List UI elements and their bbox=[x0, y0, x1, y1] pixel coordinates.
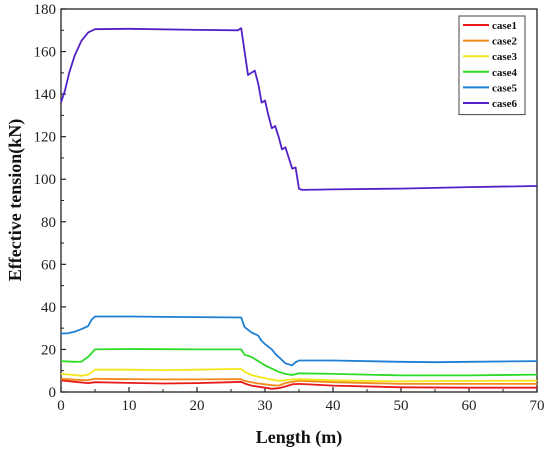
y-tick-label: 100 bbox=[34, 172, 57, 188]
legend-label-case2: case2 bbox=[492, 36, 518, 48]
x-tick-label: 70 bbox=[530, 398, 545, 414]
x-tick-label: 30 bbox=[258, 398, 273, 414]
series-line-case2 bbox=[60, 377, 537, 387]
y-tick-label: 0 bbox=[49, 385, 57, 401]
x-tick-label: 20 bbox=[190, 398, 205, 414]
series-line-case3 bbox=[60, 368, 538, 383]
y-tick-label: 120 bbox=[34, 130, 57, 146]
legend-label-case5: case5 bbox=[492, 82, 518, 94]
legend-box bbox=[458, 15, 526, 116]
series-line-case1 bbox=[60, 379, 537, 390]
y-tick-label: 40 bbox=[41, 300, 56, 316]
y-tick-label: 140 bbox=[34, 87, 57, 103]
legend: case1 case2 case3 case4 case5 case6 bbox=[458, 15, 526, 116]
x-axis-title: Length (m) bbox=[256, 427, 343, 448]
legend-label-case1: case1 bbox=[492, 20, 517, 32]
y-tick-label: 20 bbox=[41, 342, 56, 358]
y-tick-label: 160 bbox=[34, 45, 57, 61]
legend-label-case3: case3 bbox=[492, 51, 518, 63]
series-lines bbox=[60, 27, 538, 390]
legend-label-case4: case4 bbox=[492, 67, 518, 79]
series-line-case6 bbox=[60, 27, 538, 191]
series-line-case5 bbox=[60, 315, 538, 367]
x-tick-label: 40 bbox=[326, 398, 341, 414]
y-tick-label: 60 bbox=[41, 257, 56, 273]
y-tick-label: 80 bbox=[41, 215, 56, 231]
x-tick-label: 60 bbox=[462, 398, 477, 414]
y-tick-label: 180 bbox=[34, 2, 57, 18]
x-tick-label: 50 bbox=[394, 398, 409, 414]
legend-label-case6: case6 bbox=[492, 98, 518, 110]
x-tick-label: 0 bbox=[57, 398, 65, 414]
x-tick-label: 10 bbox=[122, 398, 137, 414]
series-line-case4 bbox=[60, 348, 538, 377]
y-axis-title: Effective tension(kN) bbox=[5, 119, 26, 281]
